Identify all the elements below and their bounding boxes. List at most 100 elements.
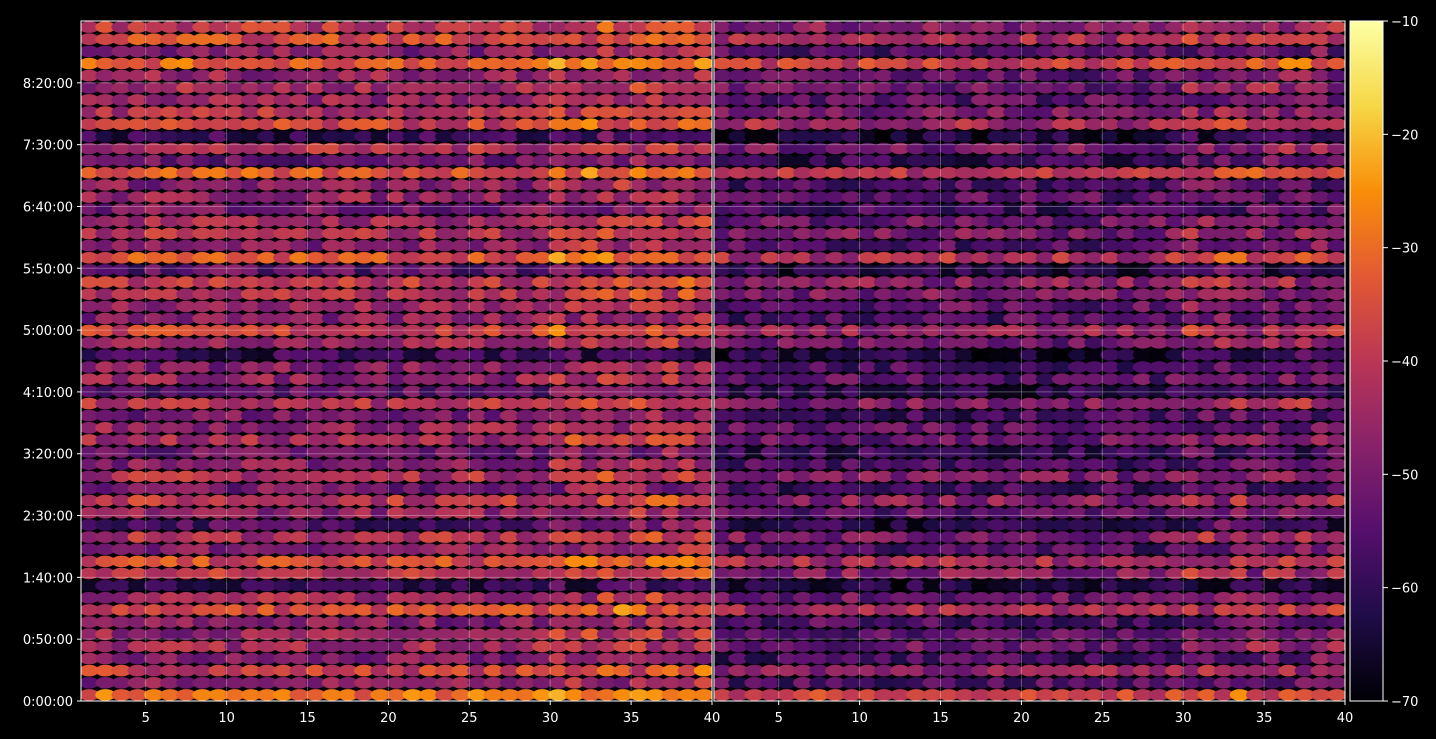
heatmap-cell xyxy=(971,579,991,592)
heatmap-cell xyxy=(906,21,927,33)
panel-1 xyxy=(80,20,713,702)
heatmap-cell xyxy=(224,628,245,640)
heatmap-cell xyxy=(971,604,991,616)
heatmap-cell xyxy=(809,45,830,58)
heatmap-cell xyxy=(629,179,650,191)
heatmap-cell xyxy=(728,543,749,555)
heatmap-cell xyxy=(1116,361,1137,373)
heatmap-cell xyxy=(548,543,569,555)
heatmap-cell xyxy=(613,21,633,33)
heatmap-cell xyxy=(1246,494,1266,507)
heatmap-cell xyxy=(1100,57,1121,70)
heatmap-cell xyxy=(176,361,197,373)
heatmap-cell xyxy=(873,385,894,398)
heatmap-cell xyxy=(548,142,569,155)
heatmap-cell xyxy=(922,118,943,130)
heatmap-cell xyxy=(483,494,504,507)
heatmap-cell xyxy=(596,239,617,252)
heatmap-cell xyxy=(111,543,132,555)
heatmap-cell xyxy=(1165,45,1186,58)
heatmap-cell xyxy=(1116,45,1137,58)
heatmap-cell xyxy=(954,142,975,155)
heatmap-cell xyxy=(987,458,1008,471)
heatmap-cell xyxy=(987,57,1008,70)
heatmap-cell xyxy=(693,677,712,689)
heatmap-cell xyxy=(160,470,180,483)
heatmap-cell xyxy=(467,373,488,386)
heatmap-cell xyxy=(596,154,617,167)
heatmap-cell xyxy=(987,652,1008,665)
heatmap-cell xyxy=(1246,33,1266,45)
heatmap-cell xyxy=(418,167,439,179)
heatmap-cell xyxy=(370,82,391,94)
heatmap-cell xyxy=(532,324,553,337)
heatmap-cell xyxy=(127,579,148,592)
heatmap-cell xyxy=(1084,361,1105,373)
heatmap-cell xyxy=(564,446,585,458)
heatmap-cell xyxy=(1116,167,1137,179)
heatmap-cell xyxy=(208,664,229,677)
heatmap-cell xyxy=(1019,227,1040,240)
heatmap-cell xyxy=(1262,494,1283,507)
heatmap-cell xyxy=(370,276,391,288)
heatmap-cell xyxy=(613,470,633,483)
heatmap-cell xyxy=(257,373,278,386)
heatmap-cell xyxy=(192,167,213,179)
heatmap-cell xyxy=(321,397,342,410)
heatmap-cell xyxy=(677,203,698,215)
heatmap-cell xyxy=(714,179,733,191)
heatmap-cell xyxy=(1294,385,1315,398)
heatmap-cell xyxy=(111,337,132,349)
heatmap-cell xyxy=(1278,677,1299,689)
heatmap-cell xyxy=(744,300,765,313)
heatmap-cell xyxy=(1181,628,1202,640)
heatmap-cell xyxy=(224,531,245,543)
heatmap-cell xyxy=(1068,312,1088,325)
heatmap-cell xyxy=(1326,579,1345,592)
heatmap-cell xyxy=(418,434,439,446)
heatmap-cell xyxy=(338,167,358,179)
heatmap-cell xyxy=(873,179,894,191)
heatmap-cell xyxy=(1084,118,1105,130)
heatmap-cell xyxy=(825,239,846,252)
heatmap-cell xyxy=(192,628,213,640)
heatmap-cell xyxy=(1278,215,1299,228)
heatmap-cell xyxy=(224,604,245,616)
heatmap-cell xyxy=(418,458,439,471)
heatmap-cell xyxy=(1229,422,1250,434)
heatmap-cell xyxy=(548,385,569,398)
heatmap-cell xyxy=(1132,434,1153,446)
heatmap-cell xyxy=(987,434,1008,446)
heatmap-cell xyxy=(693,592,712,604)
heatmap-cell xyxy=(661,604,682,616)
heatmap-cell xyxy=(402,640,423,653)
heatmap-cell xyxy=(451,592,472,604)
heatmap-cell xyxy=(613,397,633,410)
heatmap-cell xyxy=(386,628,407,640)
heatmap-cell xyxy=(629,531,650,543)
heatmap-cell xyxy=(645,300,666,313)
heatmap-cell xyxy=(160,592,180,604)
heatmap-cell xyxy=(1229,555,1250,568)
heatmap-cell xyxy=(1294,482,1315,495)
heatmap-cell xyxy=(1132,312,1153,325)
heatmap-cell xyxy=(954,227,975,240)
heatmap-cell xyxy=(370,482,391,495)
heatmap-cell xyxy=(418,337,439,349)
heatmap-cell xyxy=(467,57,488,70)
heatmap-cell xyxy=(906,167,927,179)
heatmap-cell xyxy=(1019,640,1040,653)
heatmap-cell xyxy=(354,300,375,313)
heatmap-cell xyxy=(127,142,148,155)
heatmap-cell xyxy=(1100,130,1121,143)
heatmap-cell xyxy=(354,94,375,106)
heatmap-cell xyxy=(257,385,278,398)
heatmap-cell xyxy=(954,215,975,228)
heatmap-cell xyxy=(1213,142,1234,155)
heatmap-cell xyxy=(677,33,698,45)
heatmap-cell xyxy=(677,215,698,228)
heatmap-cell xyxy=(760,203,781,215)
heatmap-cell xyxy=(435,434,455,446)
heatmap-cell xyxy=(176,179,197,191)
heatmap-cell xyxy=(1262,33,1283,45)
